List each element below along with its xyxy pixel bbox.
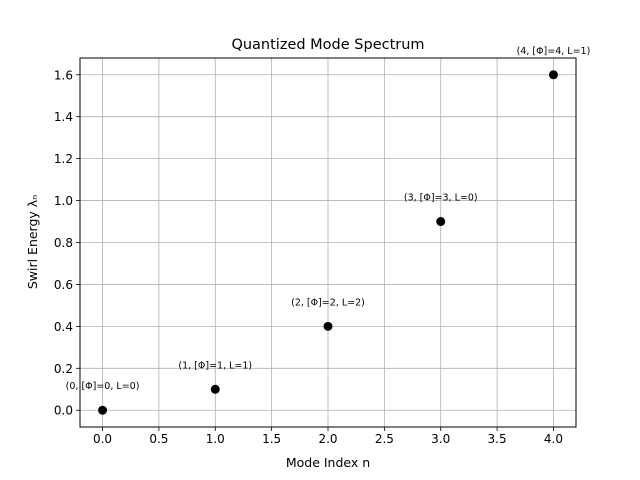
x-tick-label: 2.0 (318, 432, 337, 446)
data-point (210, 384, 220, 394)
y-tick-label: 1.4 (54, 110, 73, 124)
data-label: (4, [Φ]=4, L=1) (517, 46, 591, 57)
y-tick-label: 1.0 (54, 194, 73, 208)
y-axis-label: Swirl Energy λₙ (25, 195, 40, 289)
x-axis-ticks: 0.0 0.5 1.0 1.5 2.0 2.5 3.0 3.5 4.0 (93, 427, 563, 446)
chart-title: Quantized Mode Spectrum (231, 37, 424, 53)
data-point (323, 321, 333, 331)
data-point (548, 70, 558, 80)
x-tick-label: 0.0 (93, 432, 112, 446)
x-axis-label: Mode Index n (286, 455, 370, 470)
x-tick-label: 3.5 (488, 432, 507, 446)
y-tick-label: 0.4 (54, 320, 73, 334)
x-tick-label: 3.0 (431, 432, 450, 446)
grid (80, 58, 576, 427)
y-tick-label: 0.0 (54, 404, 73, 418)
x-tick-label: 1.0 (206, 432, 225, 446)
data-label: (0, [Φ]=0, L=0) (66, 381, 140, 392)
data-point (436, 217, 446, 227)
x-tick-label: 4.0 (544, 432, 563, 446)
data-label: (1, [Φ]=1, L=1) (178, 360, 252, 371)
data-label: (2, [Φ]=2, L=2) (291, 297, 365, 308)
data-point (98, 405, 108, 415)
y-tick-label: 0.6 (54, 278, 73, 292)
y-tick-label: 1.2 (54, 152, 73, 166)
y-axis-ticks: 0.0 0.2 0.4 0.6 0.8 1.0 1.2 1.4 1.6 (54, 68, 80, 418)
x-tick-label: 2.5 (375, 432, 394, 446)
x-tick-label: 0.5 (149, 432, 168, 446)
data-label: (3, [Φ]=3, L=0) (404, 193, 478, 204)
y-tick-label: 1.6 (54, 68, 73, 82)
y-tick-label: 0.2 (54, 362, 73, 376)
y-tick-label: 0.8 (54, 236, 73, 250)
point-annotations: (0, [Φ]=0, L=0) (1, [Φ]=1, L=1) (2, [Φ]=2,… (66, 46, 591, 392)
data-points (98, 70, 558, 415)
x-tick-label: 1.5 (262, 432, 281, 446)
